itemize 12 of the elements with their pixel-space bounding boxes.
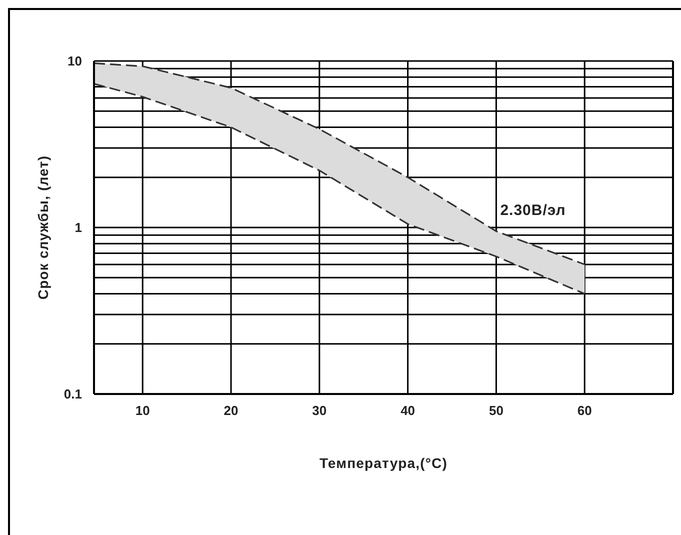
y-axis-title: Срок службы, (лет) xyxy=(35,155,51,300)
y-tick-label: 0.1 xyxy=(64,386,82,402)
x-tick-label: 50 xyxy=(488,403,504,418)
x-tick-label: 10 xyxy=(135,403,150,418)
y-tick-label: 1 xyxy=(74,220,82,236)
x-tick-label: 40 xyxy=(400,403,416,418)
y-tick-label: 10 xyxy=(68,54,82,69)
x-tick-label: 60 xyxy=(577,403,592,418)
x-tick-label: 20 xyxy=(224,403,238,418)
x-tick-label: 30 xyxy=(312,403,327,418)
series-label: 2.30В/эл xyxy=(500,202,566,220)
x-axis-title: Температура,(°C) xyxy=(319,455,448,471)
